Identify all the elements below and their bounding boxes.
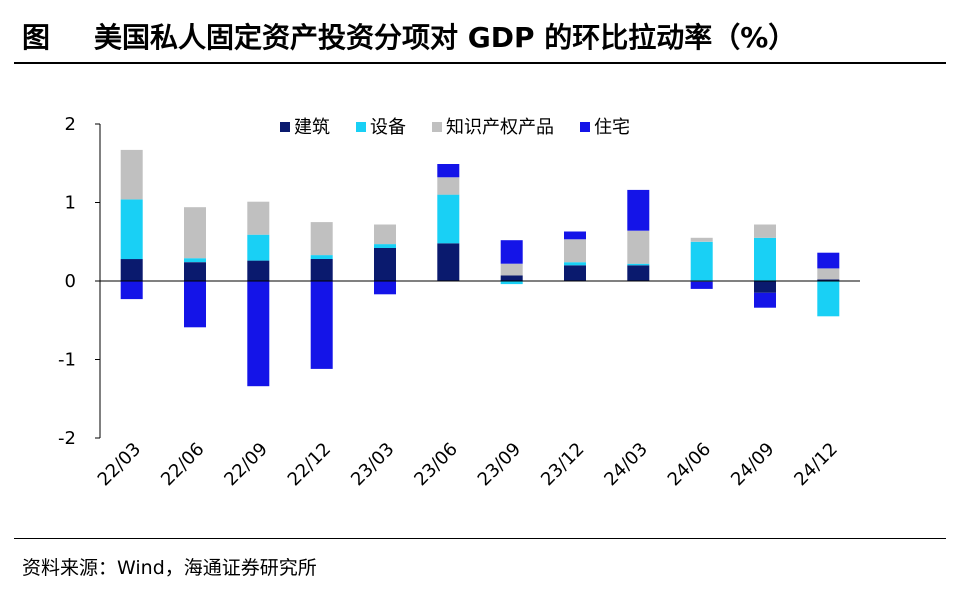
legend-label-住宅: 住宅	[594, 117, 630, 138]
bottom-rule	[14, 538, 946, 539]
figure-label: 图	[22, 21, 51, 54]
bar-segment-知识产权产品-22/03	[120, 149, 143, 200]
bar-segment-设备-22/06	[184, 258, 206, 263]
legend-swatch-知识产权产品	[432, 122, 442, 132]
bar-segment-设备-24/03	[627, 263, 650, 266]
bar-segment-建筑-24/09	[754, 281, 776, 293]
x-tick-label: 23/06	[410, 439, 462, 491]
legend-swatch-设备	[356, 122, 366, 132]
bar-segment-建筑-24/12	[817, 279, 840, 281]
bar-segment-建筑-23/06	[437, 243, 460, 281]
bar-segment-知识产权产品-23/03	[374, 224, 396, 245]
bar-segment-住宅-22/06	[184, 281, 206, 328]
x-tick-label: 24/06	[664, 439, 716, 491]
bar-segment-设备-23/03	[374, 244, 396, 248]
bar-segment-设备-23/09	[500, 281, 523, 285]
bar-segment-住宅-24/12	[817, 252, 840, 269]
bar-segment-知识产权产品-22/06	[184, 207, 206, 259]
bars-layer	[120, 149, 840, 387]
bar-segment-知识产权产品-23/06	[437, 177, 460, 195]
bar-segment-知识产权产品-24/03	[627, 230, 650, 264]
x-tick-label: 24/12	[790, 439, 842, 491]
top-rule	[14, 62, 946, 64]
bar-segment-设备-23/06	[437, 194, 460, 244]
x-tick-label: 24/09	[727, 439, 779, 491]
stacked-bar-chart: 建筑 设备 知识产权产品 住宅 -2 -1 0 1 2 22/03 22/06 22/09 22/12…	[58, 114, 860, 491]
bar-segment-设备-22/09	[247, 234, 270, 261]
x-tick-label: 23/12	[537, 439, 589, 491]
y-tick-label: -1	[58, 350, 76, 371]
bar-segment-住宅-24/09	[754, 292, 776, 308]
bar-segment-住宅-22/12	[310, 281, 333, 369]
x-tick-label: 22/03	[94, 439, 146, 491]
x-tick-label: 24/03	[600, 439, 652, 491]
x-tick-label: 22/06	[157, 439, 209, 491]
source-note: 资料来源：Wind，海通证券研究所	[22, 557, 317, 579]
bar-segment-住宅-23/12	[564, 231, 586, 240]
bar-segment-知识产权产品-24/09	[754, 224, 776, 238]
chart-title: 美国私人固定资产投资分项对 GDP 的环比拉动率（%）	[94, 21, 797, 54]
legend: 建筑 设备 知识产权产品 住宅	[280, 117, 630, 138]
bar-segment-知识产权产品-23/09	[500, 263, 523, 276]
x-tick-label: 23/03	[347, 439, 399, 491]
bar-segment-建筑-22/12	[310, 259, 333, 281]
y-tick-label: 1	[65, 193, 76, 214]
bar-segment-建筑-23/09	[500, 275, 523, 281]
bar-segment-知识产权产品-22/12	[310, 222, 333, 256]
bar-segment-设备-24/12	[817, 281, 840, 317]
bar-segment-设备-22/03	[120, 199, 143, 260]
legend-label-建筑: 建筑	[294, 117, 330, 138]
bar-segment-住宅-24/06	[690, 281, 713, 289]
bar-segment-住宅-23/06	[437, 164, 460, 178]
x-tick-label: 22/09	[220, 439, 272, 491]
legend-label-知识产权产品: 知识产权产品	[446, 117, 554, 138]
legend-label-设备: 设备	[370, 117, 406, 138]
bar-segment-住宅-24/03	[627, 189, 650, 231]
y-tick-label: 0	[65, 271, 76, 292]
bar-segment-住宅-23/03	[374, 281, 396, 295]
bar-segment-知识产权产品-23/12	[564, 239, 586, 263]
bar-segment-知识产权产品-24/06	[690, 237, 713, 242]
bar-segment-设备-22/12	[310, 255, 333, 259]
x-tick-label: 22/12	[284, 439, 336, 491]
bar-segment-设备-24/09	[754, 237, 776, 281]
bar-segment-建筑-23/12	[564, 265, 586, 281]
y-tick-label: 2	[65, 114, 76, 135]
figure-header: 图 美国私人固定资产投资分项对 GDP 的环比拉动率（%）	[14, 10, 944, 58]
bar-segment-住宅-23/09	[500, 240, 523, 264]
legend-swatch-住宅	[580, 122, 590, 132]
x-tick-label: 23/09	[474, 439, 526, 491]
bar-segment-建筑-22/06	[184, 262, 206, 281]
bar-segment-设备-23/12	[564, 262, 586, 266]
bar-segment-建筑-22/09	[247, 260, 270, 281]
legend-swatch-建筑	[280, 122, 290, 132]
bar-segment-住宅-22/03	[120, 281, 143, 300]
bar-segment-知识产权产品-24/12	[817, 268, 840, 280]
bar-segment-建筑-23/03	[374, 248, 396, 281]
bar-segment-建筑-22/03	[120, 259, 143, 281]
bar-segment-建筑-24/03	[627, 265, 650, 281]
bar-segment-知识产权产品-22/09	[247, 201, 270, 235]
bar-segment-住宅-22/09	[247, 281, 270, 387]
y-tick-label: -2	[58, 428, 76, 449]
bar-segment-设备-24/06	[690, 241, 713, 282]
